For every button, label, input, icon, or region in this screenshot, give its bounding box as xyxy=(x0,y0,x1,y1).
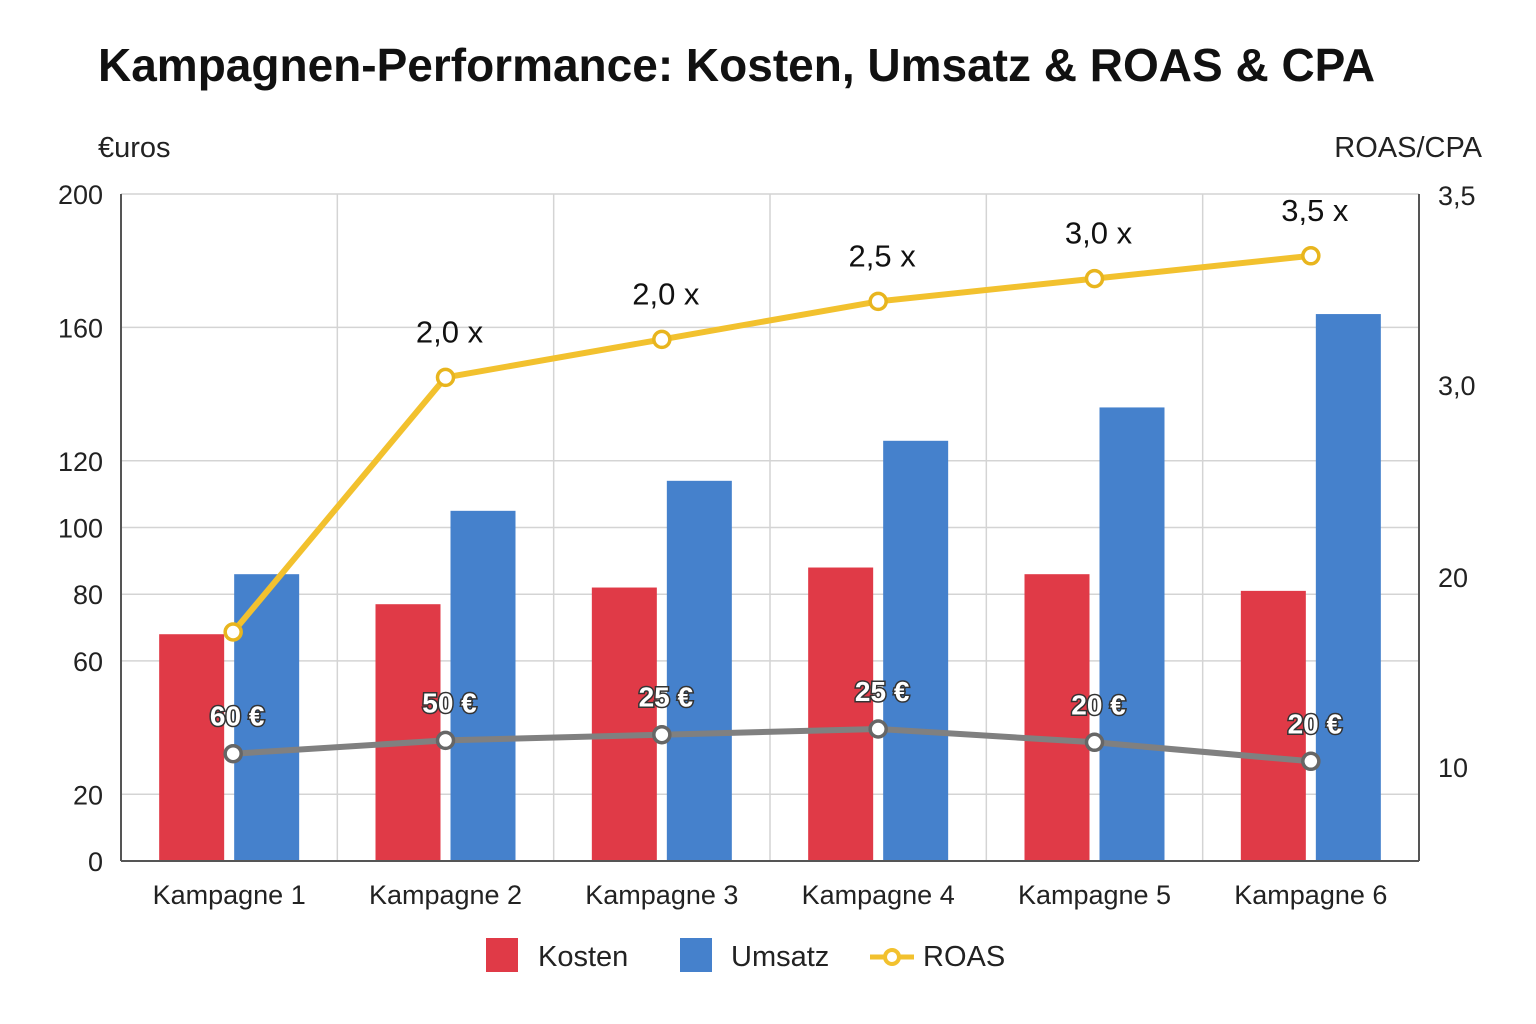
cpa-data-label: 25 € xyxy=(639,682,694,713)
bar-kosten xyxy=(808,567,874,861)
x-tick-label: Kampagne 3 xyxy=(585,880,738,910)
y-tick-label: 100 xyxy=(58,514,103,544)
y2-tick-label: 3,5 xyxy=(1438,181,1476,211)
cpa-data-label: 20 € xyxy=(1071,689,1126,720)
roas-marker xyxy=(435,367,456,388)
cpa-marker xyxy=(1301,751,1321,772)
legend-swatch-roas-marker xyxy=(883,948,901,966)
y2-tick-label: 3,0 xyxy=(1438,371,1476,401)
bar-kosten xyxy=(591,587,657,861)
bar-kosten xyxy=(1024,574,1090,861)
chart-title: Kampagnen-Performance: Kosten, Umsatz & … xyxy=(98,39,1376,91)
legend-label-roas: ROAS xyxy=(923,941,1005,973)
y-tick-label: 80 xyxy=(73,580,103,610)
cpa-marker xyxy=(868,719,888,739)
cpa-data-label: 50 € xyxy=(422,687,477,718)
y2-axis-title: ROAS/CPA xyxy=(1334,132,1482,164)
roas-data-label: 2,0 x xyxy=(416,314,484,349)
y2-tick-label: 10 xyxy=(1438,753,1468,783)
axes: 0 20 60 80 100 120 160 200 10 20 3,0 3,5 Kampagne 1 K… xyxy=(58,180,1476,910)
bar-umsatz xyxy=(1099,407,1165,861)
cpa-marker xyxy=(652,724,672,745)
bar-umsatz xyxy=(450,510,516,861)
y-tick-label: 0 xyxy=(88,847,103,877)
bar-kosten xyxy=(159,634,225,861)
y2-tick-label: 20 xyxy=(1438,563,1468,593)
roas-marker xyxy=(1301,246,1321,266)
y-axis-title: €uros xyxy=(98,132,171,164)
roas-line xyxy=(230,252,1312,634)
legend-label-kosten: Kosten xyxy=(538,941,628,973)
bars xyxy=(159,314,1381,861)
roas-data-label: 3,0 x xyxy=(1065,216,1133,251)
roas-data-label: 2,5 x xyxy=(849,238,917,273)
bar-kosten xyxy=(1240,590,1306,861)
y-tick-label: 60 xyxy=(73,647,103,677)
cpa-data-label: 20 € xyxy=(1288,708,1343,739)
y-tick-label: 20 xyxy=(73,780,103,810)
y-tick-label: 200 xyxy=(58,180,103,210)
bar-umsatz xyxy=(1315,314,1381,861)
x-tick-label: Kampagne 5 xyxy=(1018,880,1171,910)
x-tick-label: Kampagne 2 xyxy=(369,880,522,910)
legend-label-umsatz: Umsatz xyxy=(731,941,829,973)
roas-marker xyxy=(1084,268,1105,289)
roas-data-label: 2,0 x xyxy=(632,276,700,311)
cpa-data-label: 25 € xyxy=(855,676,910,707)
data-labels: 60 € 50 € 25 € 25 € 20 € 20 € 2,0 x 2,0 x 2,5 x 3… xyxy=(208,193,1349,741)
bar-umsatz xyxy=(666,480,732,861)
cpa-line xyxy=(232,726,1312,765)
x-tick-label: Kampagne 1 xyxy=(153,880,306,910)
legend-swatch-umsatz xyxy=(680,938,712,972)
roas-marker xyxy=(868,291,888,312)
y-tick-label: 120 xyxy=(58,447,103,477)
cpa-marker xyxy=(1084,732,1105,753)
x-tick-label: Kampagne 6 xyxy=(1234,880,1387,910)
cpa-marker xyxy=(435,730,456,751)
bar-umsatz xyxy=(883,440,949,861)
roas-data-label: 3,5 x xyxy=(1281,193,1349,228)
bar-kosten xyxy=(375,604,441,861)
roas-marker xyxy=(223,622,243,642)
y-tick-label: 160 xyxy=(58,313,103,343)
series-lines xyxy=(223,246,1321,772)
roas-marker xyxy=(652,329,672,350)
cpa-marker xyxy=(223,743,243,764)
legend: Kosten Umsatz ROAS xyxy=(486,938,1005,973)
cpa-data-label: 60 € xyxy=(210,701,265,732)
x-tick-label: Kampagne 4 xyxy=(802,880,955,910)
legend-swatch-kosten xyxy=(486,938,518,972)
grid-lines xyxy=(121,193,1419,861)
